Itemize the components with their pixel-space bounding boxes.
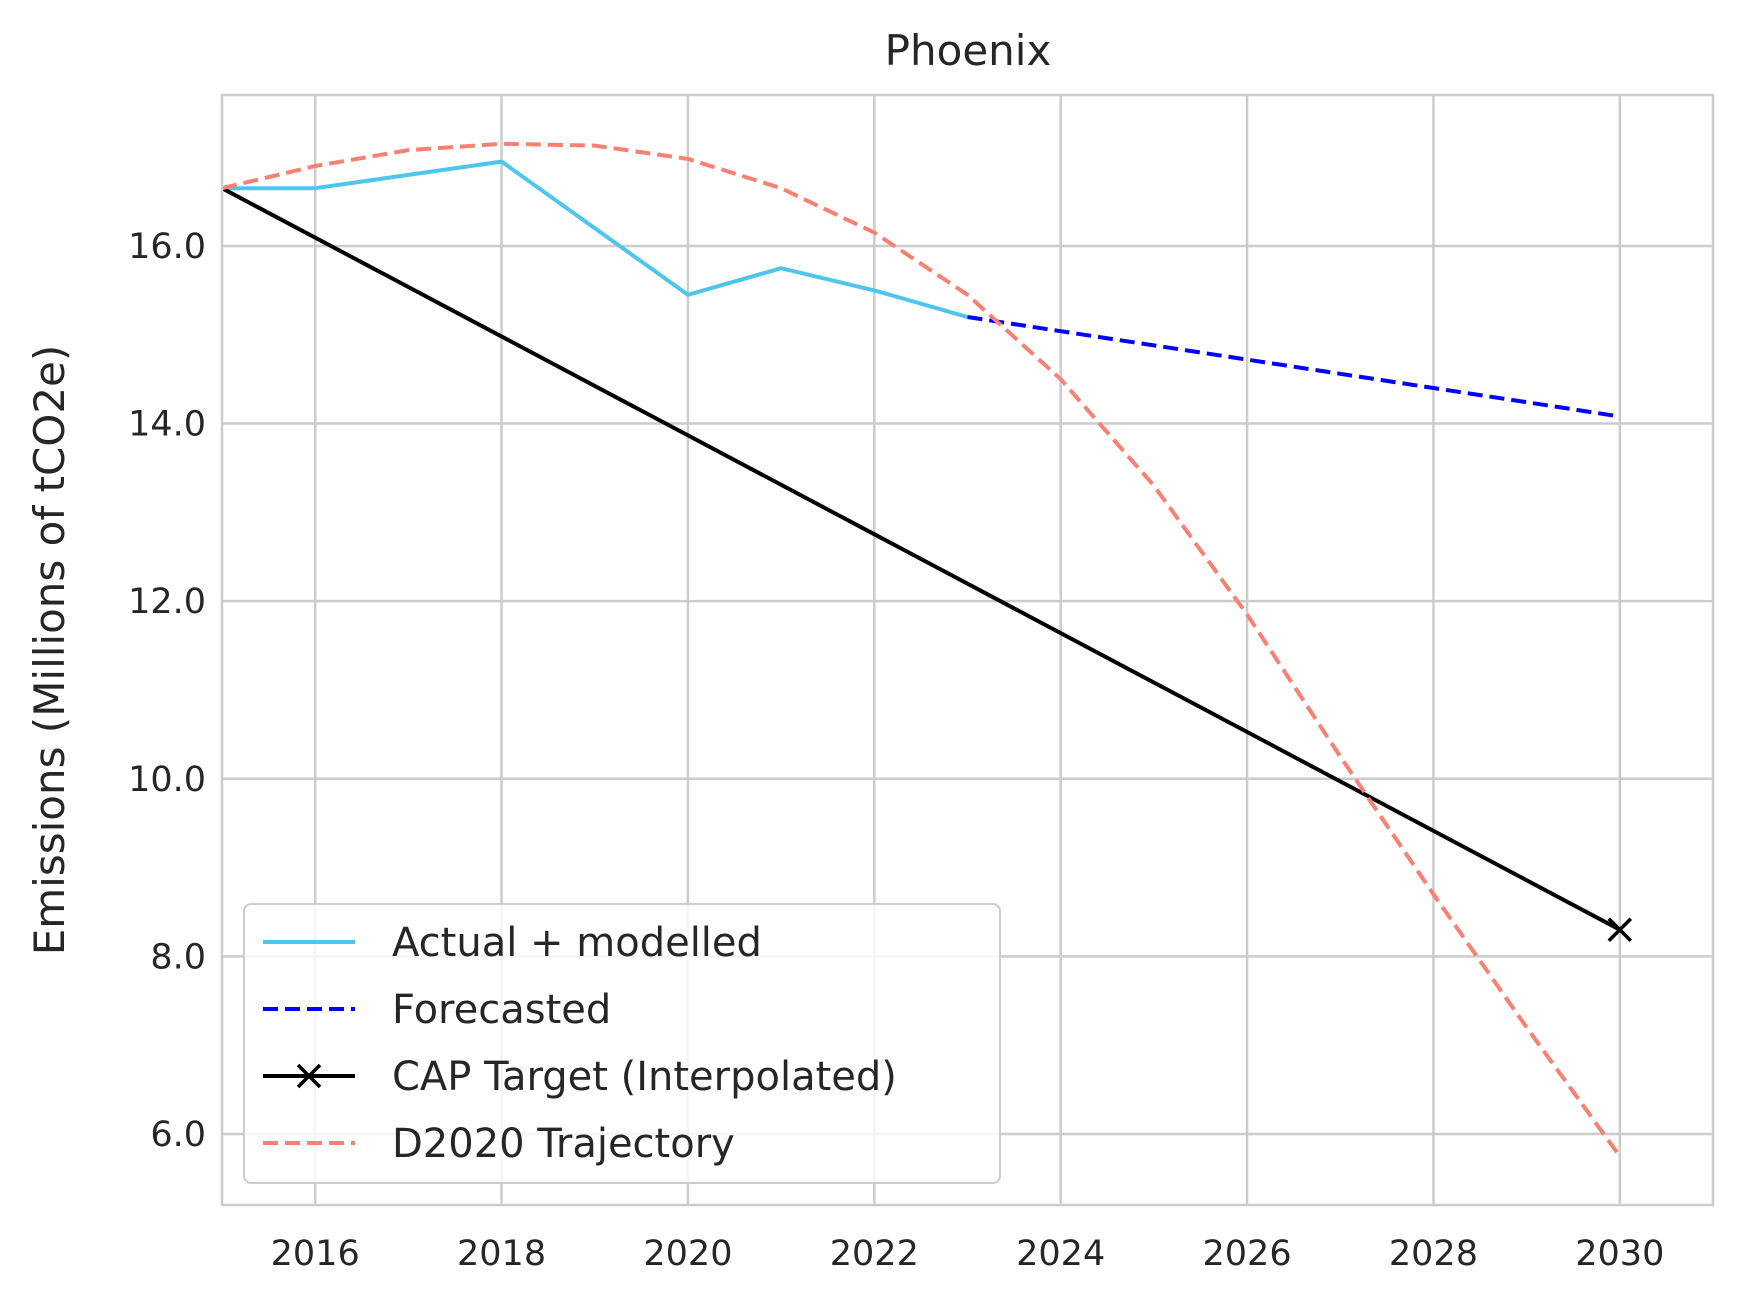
y-tick-label: 12.0 — [128, 582, 206, 622]
series-line-actual-modelled — [222, 159, 969, 319]
x-tick-label: 2026 — [1203, 1234, 1292, 1274]
x-tick-label: 2028 — [1389, 1234, 1478, 1274]
legend-label: Forecasted — [392, 987, 611, 1033]
y-tick-label: 6.0 — [150, 1115, 206, 1155]
series-marker-cap-target-interpolated — [1607, 917, 1633, 942]
x-tick-label: 2020 — [643, 1234, 732, 1274]
chart-title: Phoenix — [885, 26, 1052, 75]
y-tick-label: 10.0 — [128, 760, 206, 800]
x-axis-ticks: 2016 2018 2020 2022 2024 2026 2028 2030 — [271, 1234, 1665, 1274]
series-line-cap-target-interpolated — [221, 186, 1621, 932]
y-tick-label: 14.0 — [128, 405, 206, 445]
y-tick-label: 16.0 — [128, 227, 206, 267]
x-tick-label: 2024 — [1016, 1234, 1105, 1274]
x-tick-label: 2022 — [830, 1234, 919, 1274]
y-axis-ticks: 6.0 8.0 10.0 12.0 14.0 16.0 — [128, 227, 206, 1155]
legend: Actual + modelled Forecasted CAP Target (I… — [243, 903, 1001, 1184]
plot-series — [221, 141, 1633, 1158]
series-line-d2020-trajectory — [221, 141, 1622, 1158]
legend-entry-forecasted: Forecasted — [263, 987, 611, 1033]
x-tick-label: 2030 — [1575, 1234, 1664, 1274]
x-tick-label: 2018 — [457, 1234, 546, 1274]
y-tick-label: 8.0 — [150, 937, 206, 977]
x-tick-label: 2016 — [271, 1234, 360, 1274]
legend-label: Actual + modelled — [392, 920, 762, 966]
y-axis-label: Emissions (Millions of tCO2e) — [25, 345, 74, 956]
legend-label: D2020 Trajectory — [392, 1121, 735, 1167]
legend-box — [243, 903, 1001, 1184]
legend-entry-actual-modelled: Actual + modelled — [263, 920, 762, 966]
legend-entry-d2020-trajectory: D2020 Trajectory — [263, 1121, 735, 1167]
plot-frame — [220, 93, 1715, 1207]
legend-entry-cap-target-interpolated: CAP Target (Interpolated) — [263, 1054, 897, 1100]
legend-label: CAP Target (Interpolated) — [392, 1054, 897, 1100]
